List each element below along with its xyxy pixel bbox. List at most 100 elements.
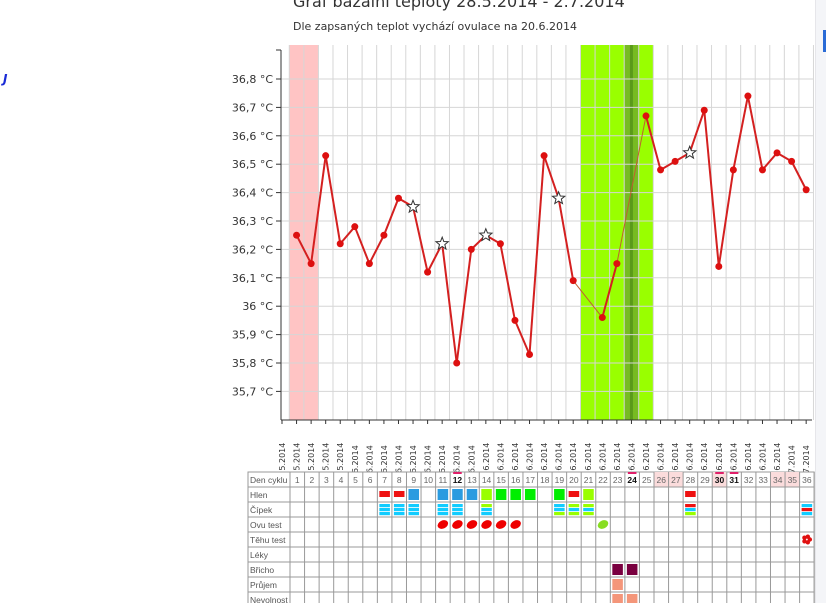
data-point [540,152,548,160]
data-point [380,231,388,239]
pregnancy-test-icon [802,539,807,544]
y-tick-label: 36,2 °C [232,243,273,256]
symptom-mark [568,491,580,497]
row-label: Čípek [250,505,273,515]
x-tick-label: 29.6.2014 [758,443,767,484]
series-segment [790,160,808,191]
x-tick-label: 30.5.2014 [322,443,331,484]
table-header-label: Den cyklu [250,475,288,485]
cervix-stripe [568,504,580,508]
ovulation-test-icon [495,520,507,529]
symptom-mark [554,489,565,500]
row-label: Břicho [250,565,274,575]
pregnancy-test-icon [802,535,807,540]
cervix-stripe [393,504,405,508]
cervix-stripe [554,512,565,516]
cervix-stripe [583,508,594,512]
y-tick-label: 36 °C [242,300,273,313]
data-point [613,260,621,268]
data-point [322,152,330,160]
y-tick-label: 36,3 °C [232,215,273,228]
x-tick-label: 3.6.2014 [380,445,389,481]
x-tick-label: 31.5.2014 [336,443,345,484]
cervix-stripe [685,508,696,512]
day-number: 27 [671,475,681,485]
x-tick-label: 24.6.2014 [686,443,695,484]
cervix-stripe [452,504,463,508]
x-tick-label: 11.6.2014 [496,443,505,484]
cervix-stripe [685,504,696,508]
series-segment [645,115,662,171]
star-marker [551,190,567,205]
cervix-stripe [408,504,420,508]
symptom-mark [495,489,507,500]
day-number: 8 [397,475,402,485]
day-number: 10 [424,475,434,485]
x-tick-label: 21.6.2014 [642,443,651,484]
day-number: 14 [482,475,492,485]
day-number: 1 [295,475,300,485]
cervix-stripe [437,512,449,516]
cervix-stripe [408,508,420,512]
row-label: Hlen [250,490,268,500]
symptom-mark [408,489,420,500]
day-number: 22 [598,475,608,485]
cervix-stripe [568,512,580,516]
ovulation-test-icon [510,520,521,529]
cervix-stripe [481,508,492,512]
symptom-mark [379,491,390,497]
data-point [394,194,402,202]
data-point [351,223,359,231]
data-point [788,157,796,165]
series-segment [703,110,720,267]
ovulation-test-icon [481,520,492,529]
data-point [526,350,534,358]
day-number: 17 [526,475,536,485]
symptom-mark [685,491,696,497]
band [580,45,654,420]
day-number: 34 [773,475,783,485]
x-tick-label: 28.6.2014 [744,443,753,484]
series-segment [455,249,473,364]
pink-day-cell [770,472,786,487]
cervix-stripe [554,508,565,512]
data-point [598,314,606,322]
symptom-mark [393,491,405,497]
day-number: 9 [411,475,416,485]
cervix-stripe [393,508,405,512]
symptom-mark [524,489,536,500]
row-label: Průjem [250,580,277,590]
series-segment [746,95,764,171]
y-tick-label: 35,7 °C [232,385,273,398]
data-point [569,277,577,285]
day-number: 20 [569,475,579,485]
data-point [744,92,752,100]
data-point [467,245,475,253]
day-number: 36 [802,475,812,485]
y-tick-label: 36,4 °C [232,187,273,200]
cervix-stripe [393,512,405,516]
x-tick-label: 13.6.2014 [526,443,535,484]
day-number: 21 [584,475,594,485]
data-point [307,260,315,268]
data-point [642,112,650,120]
ovulation-line [629,45,633,420]
day-number: 35 [788,475,798,485]
day-number: 4 [339,475,344,485]
series-segment [499,243,516,321]
data-point [700,106,708,114]
x-tick-label: 8.6.2014 [453,445,462,481]
series-segment [616,115,647,264]
series-segment [295,234,313,265]
data-point [496,240,504,248]
day-number: 26 [657,475,667,485]
marked-day-bar [729,472,739,474]
series-segment [310,155,327,264]
data-point [453,359,461,367]
series-segment [528,155,546,355]
x-tick-label: 27.6.2014 [729,443,738,484]
marked-day-bar [627,472,637,474]
pink-day-cell [654,472,669,487]
day-number: 30 [715,475,725,485]
x-tick-label: 7.6.2014 [438,445,447,481]
